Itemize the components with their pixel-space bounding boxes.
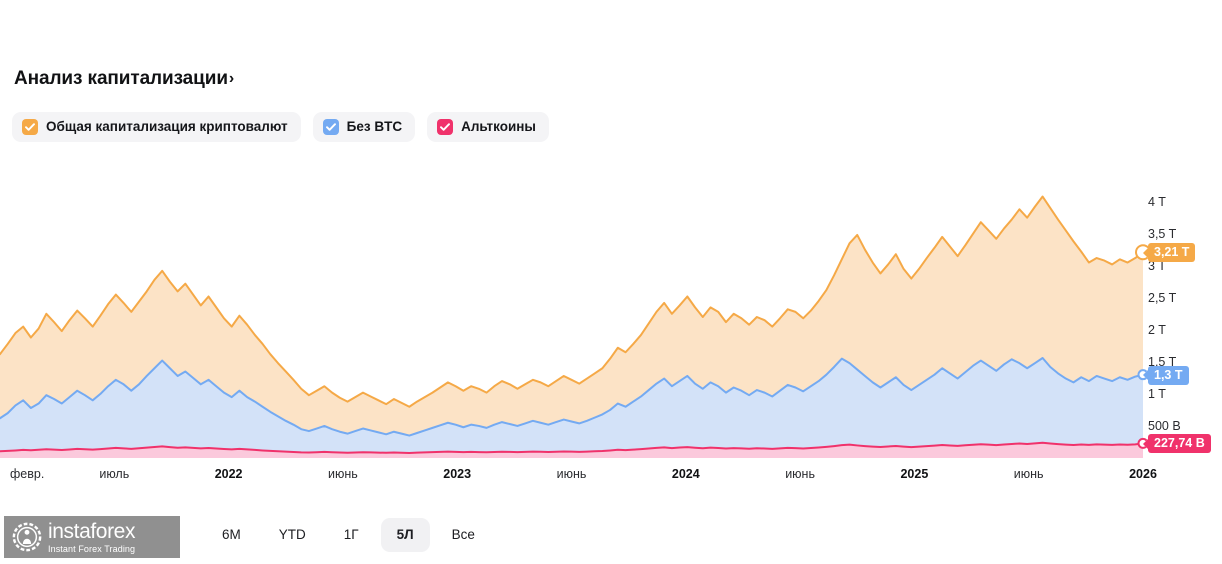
range-button-1[interactable]: YTD [263,518,322,552]
series-line-2 [0,441,1144,454]
series-line-1 [0,357,1144,437]
y-axis-tick-7: 500 B [1148,418,1181,433]
check-icon [325,123,336,131]
y-axis-tick-1: 3,5 T [1148,226,1177,241]
check-icon [440,123,451,131]
legend: Общая капитализация криптовалют Без BTC Ал… [12,112,549,142]
legend-checkbox-2[interactable] [437,119,454,135]
y-axis-tick-0: 4 T [1148,194,1166,209]
legend-label-1: Без BTC [346,119,403,134]
legend-label-0: Общая капитализация криптовалют [46,119,288,134]
check-icon [25,123,35,131]
x-axis-tick-4: 2023 [443,467,472,481]
page-header: Анализ капитализации › [14,68,234,90]
x-axis-tick-3: июнь [328,467,358,481]
current-value-badge-1: 1,3 T [1143,365,1189,385]
x-axis-tick-8: 2025 [900,467,929,481]
watermark-text: instaforex Instant Forex Trading [48,521,135,554]
range-button-0[interactable]: 6М [206,518,257,552]
y-axis-tick-4: 2 T [1148,322,1166,337]
chevron-right-icon[interactable]: › [228,70,235,87]
series-line-0 [0,195,1144,408]
badge-pointer [1143,438,1148,449]
legend-item-0[interactable]: Общая капитализация криптовалют [12,112,301,142]
legend-item-2[interactable]: Альткоины [427,112,549,142]
x-axis-tick-5: июнь [556,467,587,481]
y-axis-tick-2: 3 T [1148,258,1166,273]
x-axis-tick-6: 2024 [671,467,700,481]
x-axis-tick-2: 2022 [214,467,243,481]
chart-canvas [0,195,1151,458]
legend-checkbox-0[interactable] [22,119,38,135]
x-axis-tick-9: июнь [1013,467,1044,481]
x-axis: февр. июль 2022 июнь 2023 июнь 2024 июнь 2025 июн… [0,466,1222,488]
time-range-selector: 6М YTD 1Г 5Л Все [206,518,491,552]
legend-item-1[interactable]: Без BTC [312,112,416,142]
instaforex-logo-icon [12,522,42,552]
series-area-2 [0,442,1143,458]
range-button-4[interactable]: Все [436,518,491,552]
page-title: Анализ капитализации [14,68,228,89]
x-axis-tick-0: февр. [10,467,45,481]
current-value-badge-0: 3,21 T [1143,243,1196,263]
series-area-1 [0,358,1143,458]
legend-checkbox-1[interactable] [322,119,339,135]
watermark-tagline: Instant Forex Trading [48,543,136,554]
badge-pointer [1143,370,1148,381]
legend-label-2: Альткоины [461,119,536,134]
range-button-3[interactable]: 5Л [380,518,430,552]
y-axis-tick-6: 1 T [1148,386,1166,401]
x-axis-tick-1: июль [99,467,130,481]
watermark-brand: instaforex [48,519,136,543]
range-button-2[interactable]: 1Г [328,518,375,552]
badge-pointer [1143,247,1148,258]
y-axis-tick-3: 2,5 T [1148,290,1177,305]
instaforex-watermark: instaforex Instant Forex Trading [4,516,180,558]
x-axis-tick-7: июнь [785,467,815,481]
x-axis-tick-10: 2026 [1129,467,1157,481]
current-value-badge-2: 227,74 B [1143,434,1211,454]
